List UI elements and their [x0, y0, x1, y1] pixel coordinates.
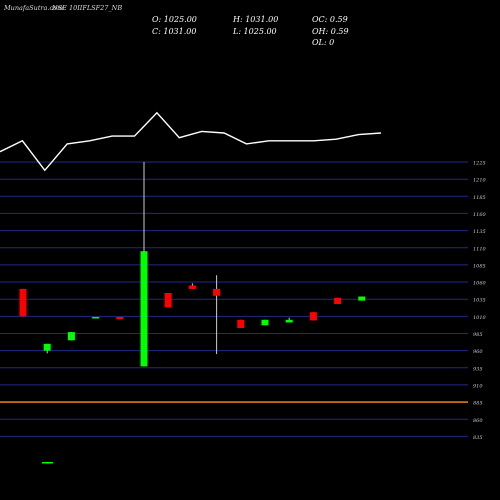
candle-body	[188, 285, 196, 289]
candle-layer	[19, 162, 366, 367]
candle-body	[92, 317, 100, 319]
y-tick-label: 1135	[473, 229, 486, 235]
candle-body	[164, 293, 172, 308]
volume-bar	[42, 462, 53, 464]
candle-body	[285, 319, 293, 323]
ohlc-close: C: 1031.00	[152, 27, 197, 36]
y-tick-label: 1060	[473, 281, 487, 287]
candle-body	[309, 312, 317, 321]
y-tick-label: 910	[473, 383, 483, 389]
ohlc-ol: OL: 0	[312, 38, 335, 47]
candle-body	[261, 319, 269, 326]
y-tick-label: 1160	[473, 212, 487, 218]
ohlc-open: O: 1025.00	[152, 15, 197, 24]
ohlc-oh: OH: 0.59	[312, 27, 349, 36]
candle-body	[116, 317, 124, 320]
y-tick-label: 935	[473, 366, 483, 372]
y-tick-label: 1085	[473, 263, 486, 269]
y-tick-label: 885	[473, 401, 483, 407]
candle-body	[140, 251, 148, 367]
y-tick-label: 1010	[473, 315, 487, 321]
candle-body	[237, 319, 245, 328]
candle-body	[67, 332, 75, 341]
y-tick-label: 1110	[473, 246, 487, 252]
ohlc-high: H: 1031.00	[233, 15, 279, 24]
tick-layer: 1225 1210 1185 1160 1135 1110 1085 1060 1035 1010…	[473, 161, 487, 441]
volume-layer	[42, 462, 53, 464]
candle-body	[334, 297, 342, 304]
candle-body	[213, 288, 221, 296]
ohlc-oc: OC: 0.59	[312, 15, 348, 24]
y-tick-label: 1035	[473, 298, 486, 304]
upper-indicator-line	[0, 111, 382, 172]
candle-body	[43, 343, 51, 351]
y-tick-label: 1225	[473, 161, 486, 167]
grid-layer	[0, 161, 468, 437]
y-tick-label: 1185	[473, 195, 486, 201]
watermark: MunafaSutra.com	[4, 4, 64, 12]
candle-body	[358, 296, 366, 301]
ohlc-low: L: 1025.00	[233, 27, 277, 36]
upper-line-layer	[0, 111, 382, 172]
chart-title: NSE 10IIFLSF27_NB	[52, 4, 123, 12]
y-tick-label: 835	[473, 435, 483, 441]
y-tick-label: 1210	[473, 178, 487, 184]
y-tick-label: 860	[473, 418, 483, 424]
candle-body	[19, 288, 27, 317]
y-tick-label: 960	[473, 349, 483, 355]
y-tick-label: 985	[473, 332, 483, 338]
